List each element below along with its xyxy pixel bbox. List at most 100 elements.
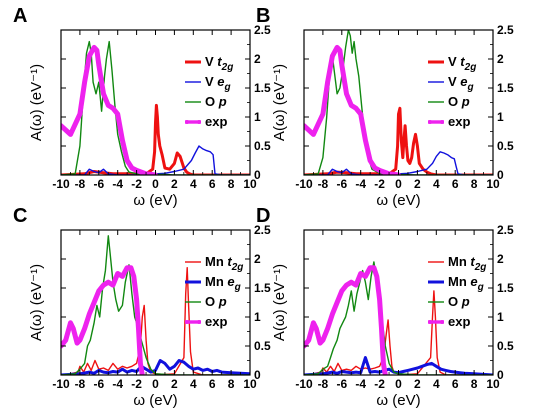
legend-label: Mn t2g (448, 254, 486, 273)
x-tick-label: 2 (171, 377, 178, 391)
x-tick-label: -10 (52, 377, 70, 391)
legend-label: V eg (448, 74, 474, 93)
exp-point (75, 341, 79, 345)
exp-point (375, 274, 379, 278)
exp-point (373, 166, 377, 170)
legend-entry: V t2g (428, 54, 476, 73)
exp-point (106, 280, 110, 284)
exp-point (372, 266, 376, 270)
x-tick-label: 4 (433, 177, 440, 191)
y-axis-label: A(ω) (eV⁻¹) (271, 64, 288, 141)
y-tick-label: 0.5 (497, 139, 514, 153)
exp-point (97, 63, 101, 67)
exp-point (314, 327, 318, 331)
y-tick-label: 2.5 (254, 223, 271, 237)
exp-point (106, 103, 110, 107)
legend-entry: exp (185, 114, 227, 129)
exp-point (101, 92, 106, 96)
y-tick-label: 0 (497, 168, 504, 182)
exp-point (120, 274, 124, 278)
panel-letter: A (13, 5, 27, 27)
x-tick-label: -6 (336, 377, 347, 391)
legend-entry: V eg (185, 74, 231, 93)
legend-entry: exp (428, 314, 470, 329)
x-tick-label: -4 (355, 177, 366, 191)
x-tick-label: -6 (336, 177, 347, 191)
x-tick-label: -10 (52, 177, 70, 191)
x-axis-label: ω (eV) (133, 392, 177, 409)
legend-marker (440, 120, 444, 124)
series-line-exp (304, 44, 401, 175)
x-tick-label: 8 (471, 177, 478, 191)
y-tick-label: 0.5 (254, 339, 271, 353)
panel-letter: D (256, 205, 270, 227)
exp-point (330, 312, 334, 316)
exp-point (326, 327, 330, 331)
exp-point (311, 132, 315, 136)
series-line-v-t2g (304, 106, 493, 175)
x-tick-label: 2 (414, 177, 421, 191)
y-axis-label: A(ω) (eV⁻¹) (28, 64, 45, 141)
x-tick-label: -8 (318, 377, 329, 391)
x-tick-label: 0 (152, 377, 159, 391)
exp-point (335, 45, 339, 50)
legend-entry: exp (185, 314, 227, 329)
y-tick-label: 1.5 (497, 281, 514, 295)
exp-point (64, 338, 68, 342)
exp-point (68, 321, 73, 325)
legend-label: V t2g (448, 54, 476, 73)
x-tick-label: 0 (152, 177, 159, 191)
legend-entry: V t2g (185, 54, 233, 73)
x-tick-label: -4 (112, 377, 123, 391)
panel-letter: C (13, 205, 27, 227)
x-tick-label: 10 (243, 377, 257, 391)
legend-label: Mn eg (448, 274, 484, 293)
y-axis-label: A(ω) (eV⁻¹) (28, 264, 45, 341)
legend-label: exp (205, 114, 227, 129)
exp-point (335, 300, 339, 305)
x-tick-label: -10 (295, 177, 313, 191)
legend-marker (185, 320, 189, 324)
x-tick-label: 2 (171, 177, 178, 191)
x-tick-label: -2 (131, 377, 142, 391)
exp-point (78, 112, 82, 116)
series-group (304, 261, 493, 375)
y-tick-label: 1 (254, 310, 261, 324)
legend-entry: Mn t2g (185, 254, 243, 273)
legend-label: exp (448, 114, 470, 129)
y-tick-label: 1 (254, 110, 261, 124)
exp-point (111, 106, 115, 110)
x-tick-label: -8 (318, 177, 329, 191)
legend-label: V eg (205, 74, 231, 93)
x-tick-label: 8 (228, 377, 235, 391)
exp-point (349, 103, 353, 107)
y-tick-label: 0.5 (497, 339, 514, 353)
exp-point (87, 54, 91, 58)
exp-point (125, 158, 129, 163)
series-group (61, 40, 250, 175)
series-line-o-p (61, 235, 250, 375)
x-tick-label: 10 (486, 177, 500, 191)
y-tick-label: 0 (497, 368, 504, 382)
exp-point (83, 80, 87, 84)
legend-marker (185, 120, 189, 124)
x-tick-label: -2 (374, 377, 385, 391)
legend-entry: O p (428, 294, 470, 309)
exp-point (116, 112, 120, 116)
y-tick-label: 0.5 (254, 139, 271, 153)
x-tick-label: -4 (112, 177, 123, 191)
exp-point (68, 132, 73, 136)
x-tick-label: -8 (75, 377, 86, 391)
x-axis-label: ω (eV) (133, 192, 177, 209)
x-tick-label: -8 (75, 177, 86, 191)
legend-label: O p (448, 294, 470, 309)
legend-label: O p (205, 94, 227, 109)
exp-point (382, 170, 386, 174)
x-tick-label: 6 (209, 177, 216, 191)
exp-point (354, 283, 358, 287)
legend-entry: O p (185, 94, 227, 109)
